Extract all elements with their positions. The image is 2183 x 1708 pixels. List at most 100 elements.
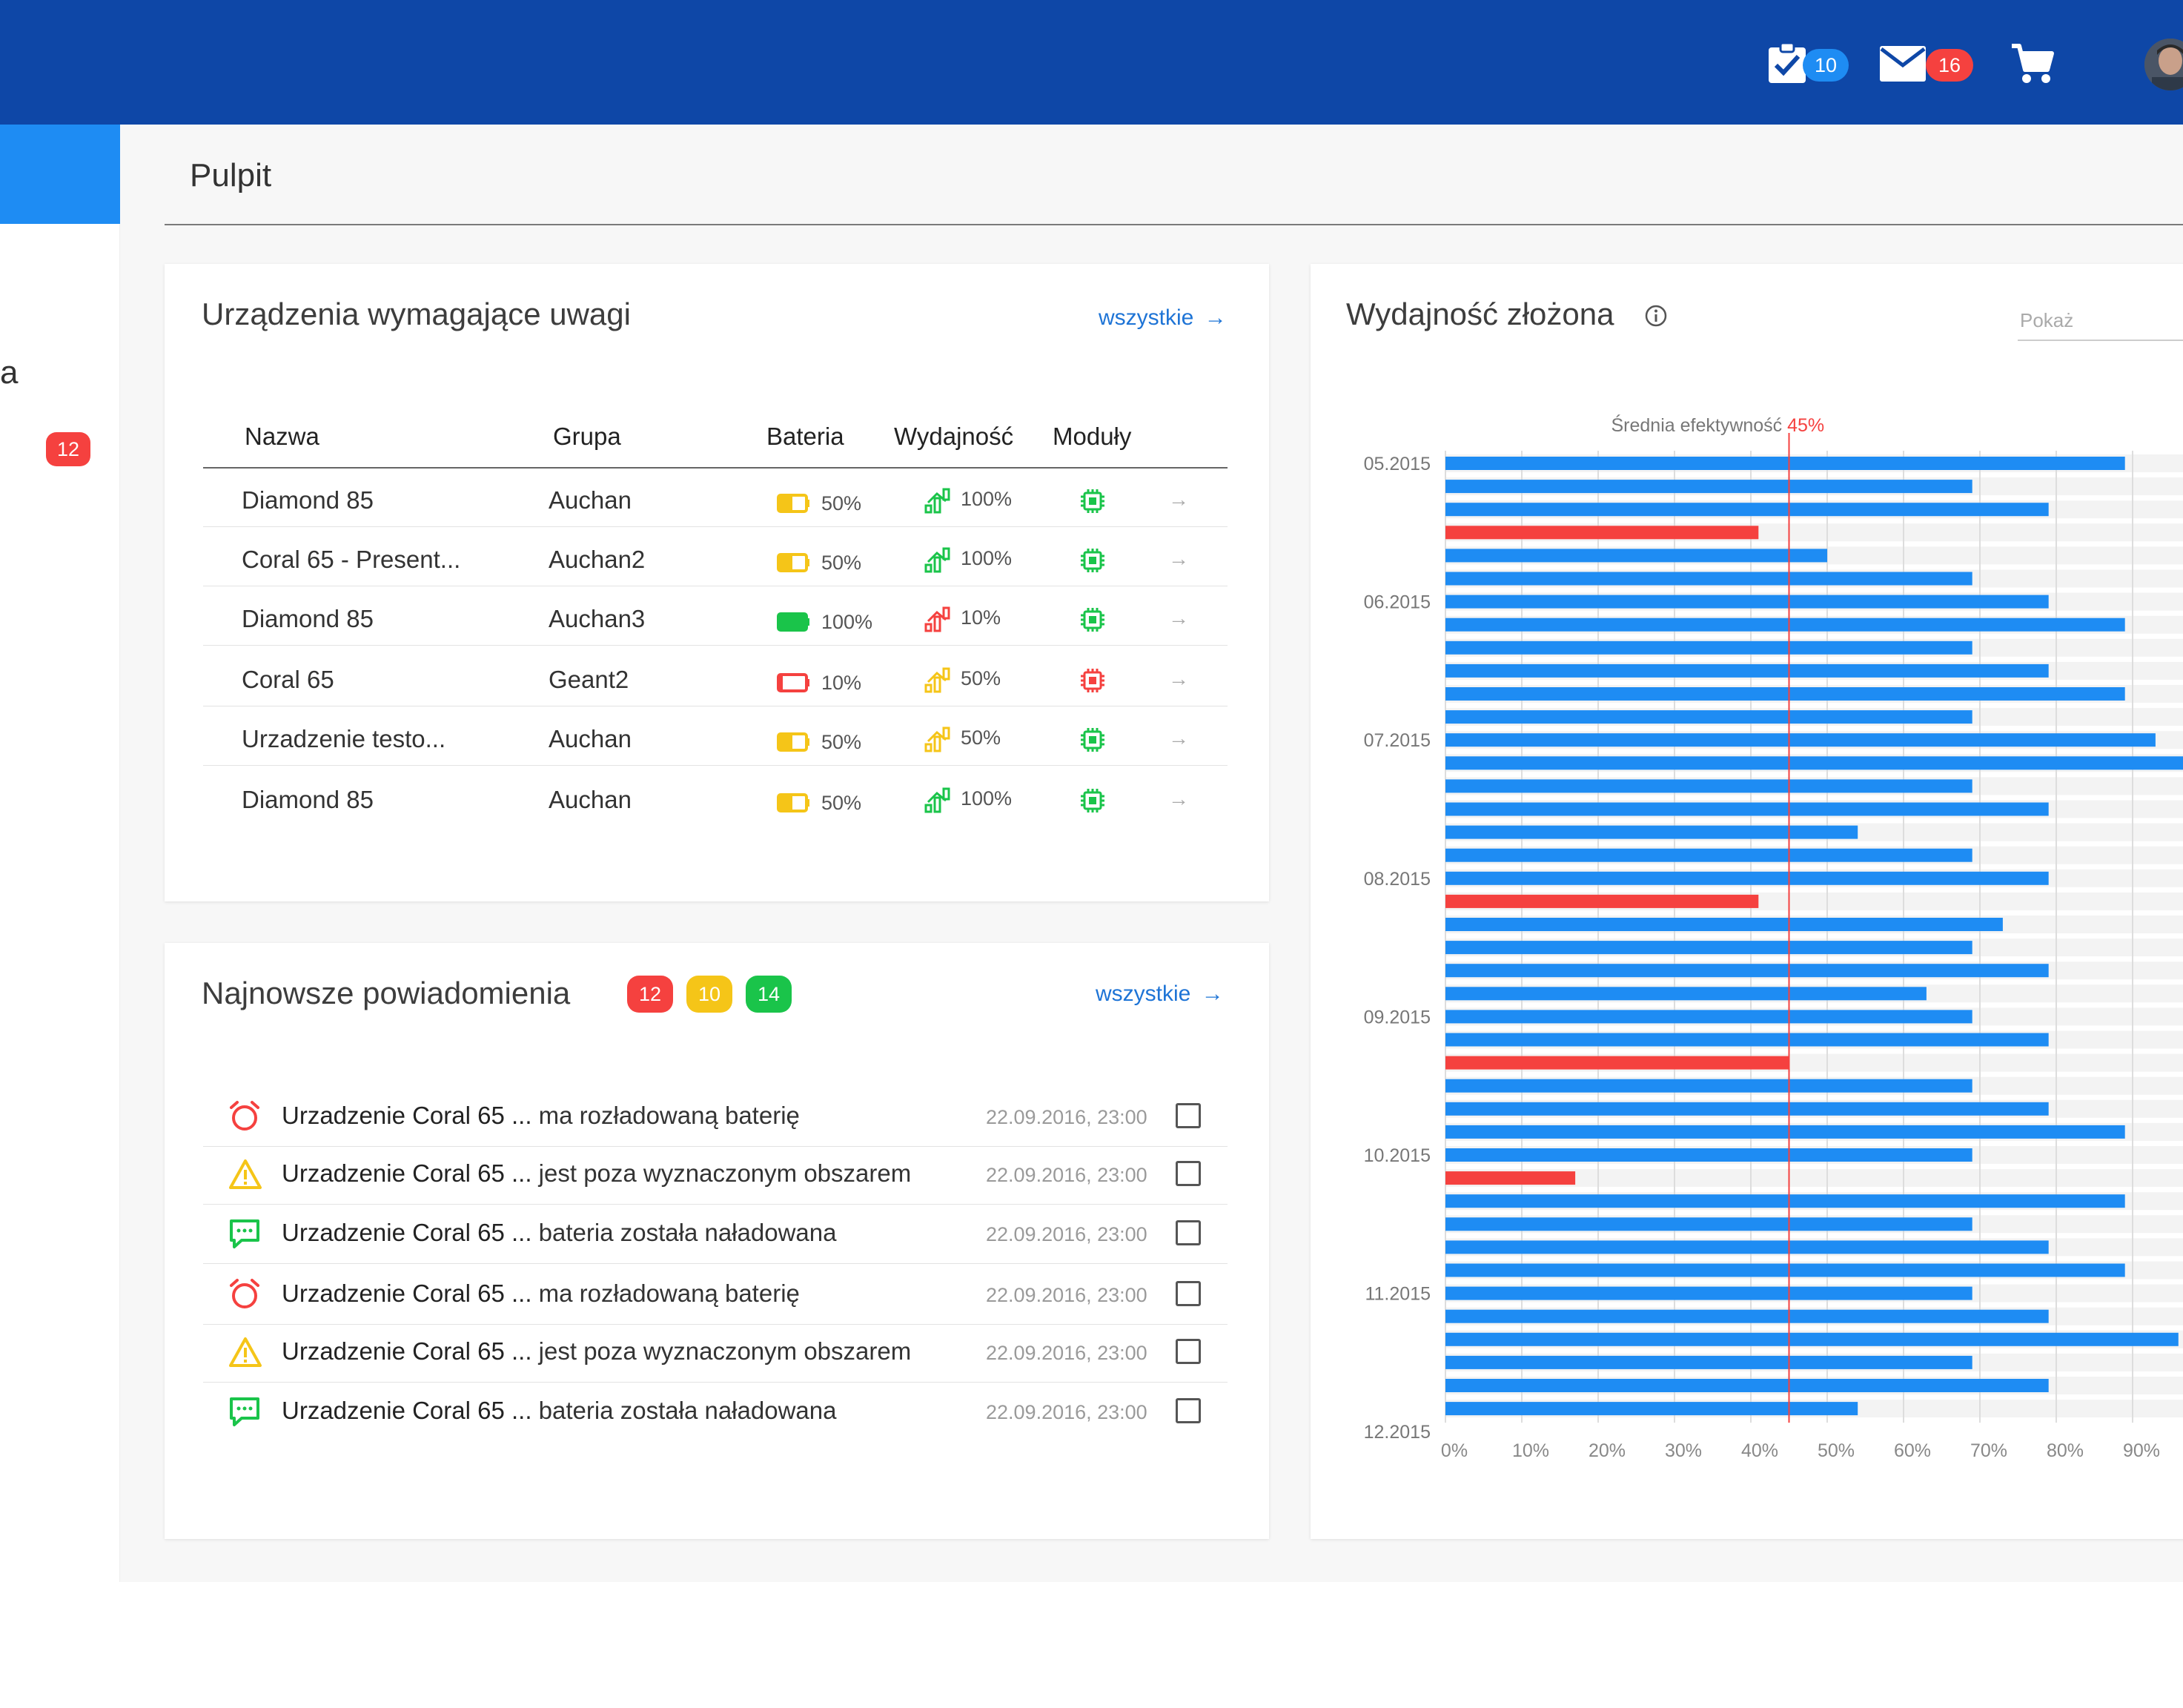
cart-icon[interactable] — [2010, 42, 2055, 86]
sidebar-active-item[interactable] — [0, 125, 120, 224]
bar-below-average[interactable] — [1445, 526, 1759, 540]
bar[interactable] — [1445, 595, 2049, 609]
notification-text[interactable]: Urzadzenie Coral 65 ... ma rozładowaną b… — [282, 1102, 800, 1130]
bar[interactable] — [1445, 1194, 2125, 1208]
module-chip-icon — [1079, 667, 1106, 694]
notification-checkbox[interactable] — [1176, 1281, 1201, 1306]
column-header-performance[interactable]: Wydajność — [894, 423, 1014, 450]
column-header-group[interactable]: Grupa — [553, 423, 621, 450]
bar[interactable] — [1445, 1309, 2049, 1323]
arrow-right-icon: → — [1201, 982, 1224, 1006]
column-header-modules[interactable]: Moduły — [1053, 423, 1132, 450]
row-details-arrow-icon[interactable]: → — [1168, 667, 1189, 690]
bar-below-average[interactable] — [1445, 894, 1759, 908]
battery-value: 50% — [821, 731, 862, 753]
devices-view-all-link[interactable]: wszystkie → — [1099, 305, 1227, 331]
notifications-view-all-link[interactable]: wszystkie → — [1096, 982, 1224, 1007]
bar[interactable] — [1445, 756, 2183, 770]
device-name[interactable]: Coral 65 — [242, 666, 334, 693]
bar[interactable] — [1445, 687, 2125, 701]
tasks-icon[interactable] — [1766, 42, 1809, 85]
bar-below-average[interactable] — [1445, 1056, 1789, 1070]
device-name[interactable]: Diamond 85 — [242, 786, 374, 813]
bar[interactable] — [1445, 1240, 2049, 1254]
notification-message: jest poza wyznaczonym obszarem — [538, 1159, 912, 1187]
device-name[interactable]: Diamond 85 — [242, 486, 374, 514]
avatar[interactable] — [2144, 39, 2183, 90]
row-details-arrow-icon[interactable]: → — [1168, 606, 1189, 629]
notification-text[interactable]: Urzadzenie Coral 65 ... jest poza wyznac… — [282, 1159, 911, 1188]
column-header-name[interactable]: Nazwa — [245, 423, 319, 450]
bar[interactable] — [1445, 480, 1972, 494]
bar[interactable] — [1445, 964, 2049, 978]
row-divider — [203, 526, 1228, 527]
tasks-count-badge: 10 — [1803, 49, 1849, 82]
module-chip-icon — [1079, 726, 1106, 753]
table-header-divider — [203, 467, 1228, 469]
notification-text[interactable]: Urzadzenie Coral 65 ... ma rozładowaną b… — [282, 1280, 800, 1308]
bar[interactable] — [1445, 1148, 1972, 1162]
notifications-card-title: Najnowsze powiadomienia — [202, 976, 571, 1010]
bar[interactable] — [1445, 918, 2003, 931]
sidebar-item-label: a — [0, 354, 19, 391]
bar[interactable] — [1445, 848, 1972, 862]
device-name[interactable]: Urzadzenie testo... — [242, 725, 446, 752]
bar[interactable] — [1445, 825, 1858, 839]
notification-checkbox[interactable] — [1176, 1103, 1201, 1128]
row-divider — [203, 765, 1228, 766]
bar[interactable] — [1445, 1010, 1972, 1024]
row-details-arrow-icon[interactable]: → — [1168, 547, 1189, 570]
notification-device: Urzadzenie Coral 65 ... — [282, 1280, 532, 1307]
bar[interactable] — [1445, 871, 2049, 885]
bar[interactable] — [1445, 987, 1927, 1001]
bar[interactable] — [1445, 663, 2049, 678]
bar[interactable] — [1445, 640, 1972, 655]
bar[interactable] — [1445, 1102, 2049, 1116]
bar-below-average[interactable] — [1445, 1171, 1576, 1185]
mail-icon[interactable] — [1880, 46, 1926, 82]
bar[interactable] — [1445, 618, 2125, 632]
bar[interactable] — [1445, 1286, 1972, 1300]
performance-value: 50% — [961, 667, 1001, 689]
notification-checkbox[interactable] — [1176, 1220, 1201, 1245]
bar[interactable] — [1445, 549, 1827, 563]
bar[interactable] — [1445, 1355, 1972, 1369]
notification-checkbox[interactable] — [1176, 1398, 1201, 1423]
bar[interactable] — [1445, 802, 2049, 816]
notification-text[interactable]: Urzadzenie Coral 65 ... jest poza wyznac… — [282, 1337, 911, 1366]
notification-text[interactable]: Urzadzenie Coral 65 ... bateria została … — [282, 1219, 836, 1247]
bar[interactable] — [1445, 710, 1972, 724]
chart-filter-select[interactable]: Pokaż — [2020, 309, 2074, 331]
bar[interactable] — [1445, 457, 2125, 470]
bar[interactable] — [1445, 503, 2049, 517]
info-icon[interactable] — [1644, 304, 1668, 328]
bar[interactable] — [1445, 572, 1972, 586]
bar[interactable] — [1445, 1217, 1972, 1231]
device-name[interactable]: Coral 65 - Present... — [242, 546, 461, 573]
row-details-arrow-icon[interactable]: → — [1168, 726, 1189, 749]
notification-text[interactable]: Urzadzenie Coral 65 ... bateria została … — [282, 1397, 836, 1425]
bar[interactable] — [1445, 1033, 2049, 1047]
row-details-arrow-icon[interactable]: → — [1168, 488, 1189, 511]
notification-message: ma rozładowaną baterię — [538, 1102, 800, 1129]
bar[interactable] — [1445, 1402, 1858, 1416]
page-title: Pulpit — [190, 157, 272, 193]
bar[interactable] — [1445, 1263, 2125, 1277]
bar[interactable] — [1445, 779, 1972, 793]
bar[interactable] — [1445, 1079, 1972, 1093]
module-chip-icon — [1079, 547, 1106, 574]
module-chip-icon — [1079, 787, 1106, 814]
bar[interactable] — [1445, 941, 1972, 955]
bar[interactable] — [1445, 1125, 2125, 1139]
notification-checkbox[interactable] — [1176, 1339, 1201, 1364]
notification-checkbox[interactable] — [1176, 1161, 1201, 1186]
y-axis-label: 07.2015 — [1364, 730, 1431, 751]
bar[interactable] — [1445, 733, 2156, 747]
bar[interactable] — [1445, 1379, 2049, 1392]
bar[interactable] — [1445, 1332, 2179, 1346]
column-header-battery[interactable]: Bateria — [766, 423, 844, 450]
row-details-arrow-icon[interactable]: → — [1168, 787, 1189, 810]
y-axis-label: 09.2015 — [1364, 1007, 1431, 1027]
device-name[interactable]: Diamond 85 — [242, 605, 374, 632]
notification-device: Urzadzenie Coral 65 ... — [282, 1102, 532, 1129]
